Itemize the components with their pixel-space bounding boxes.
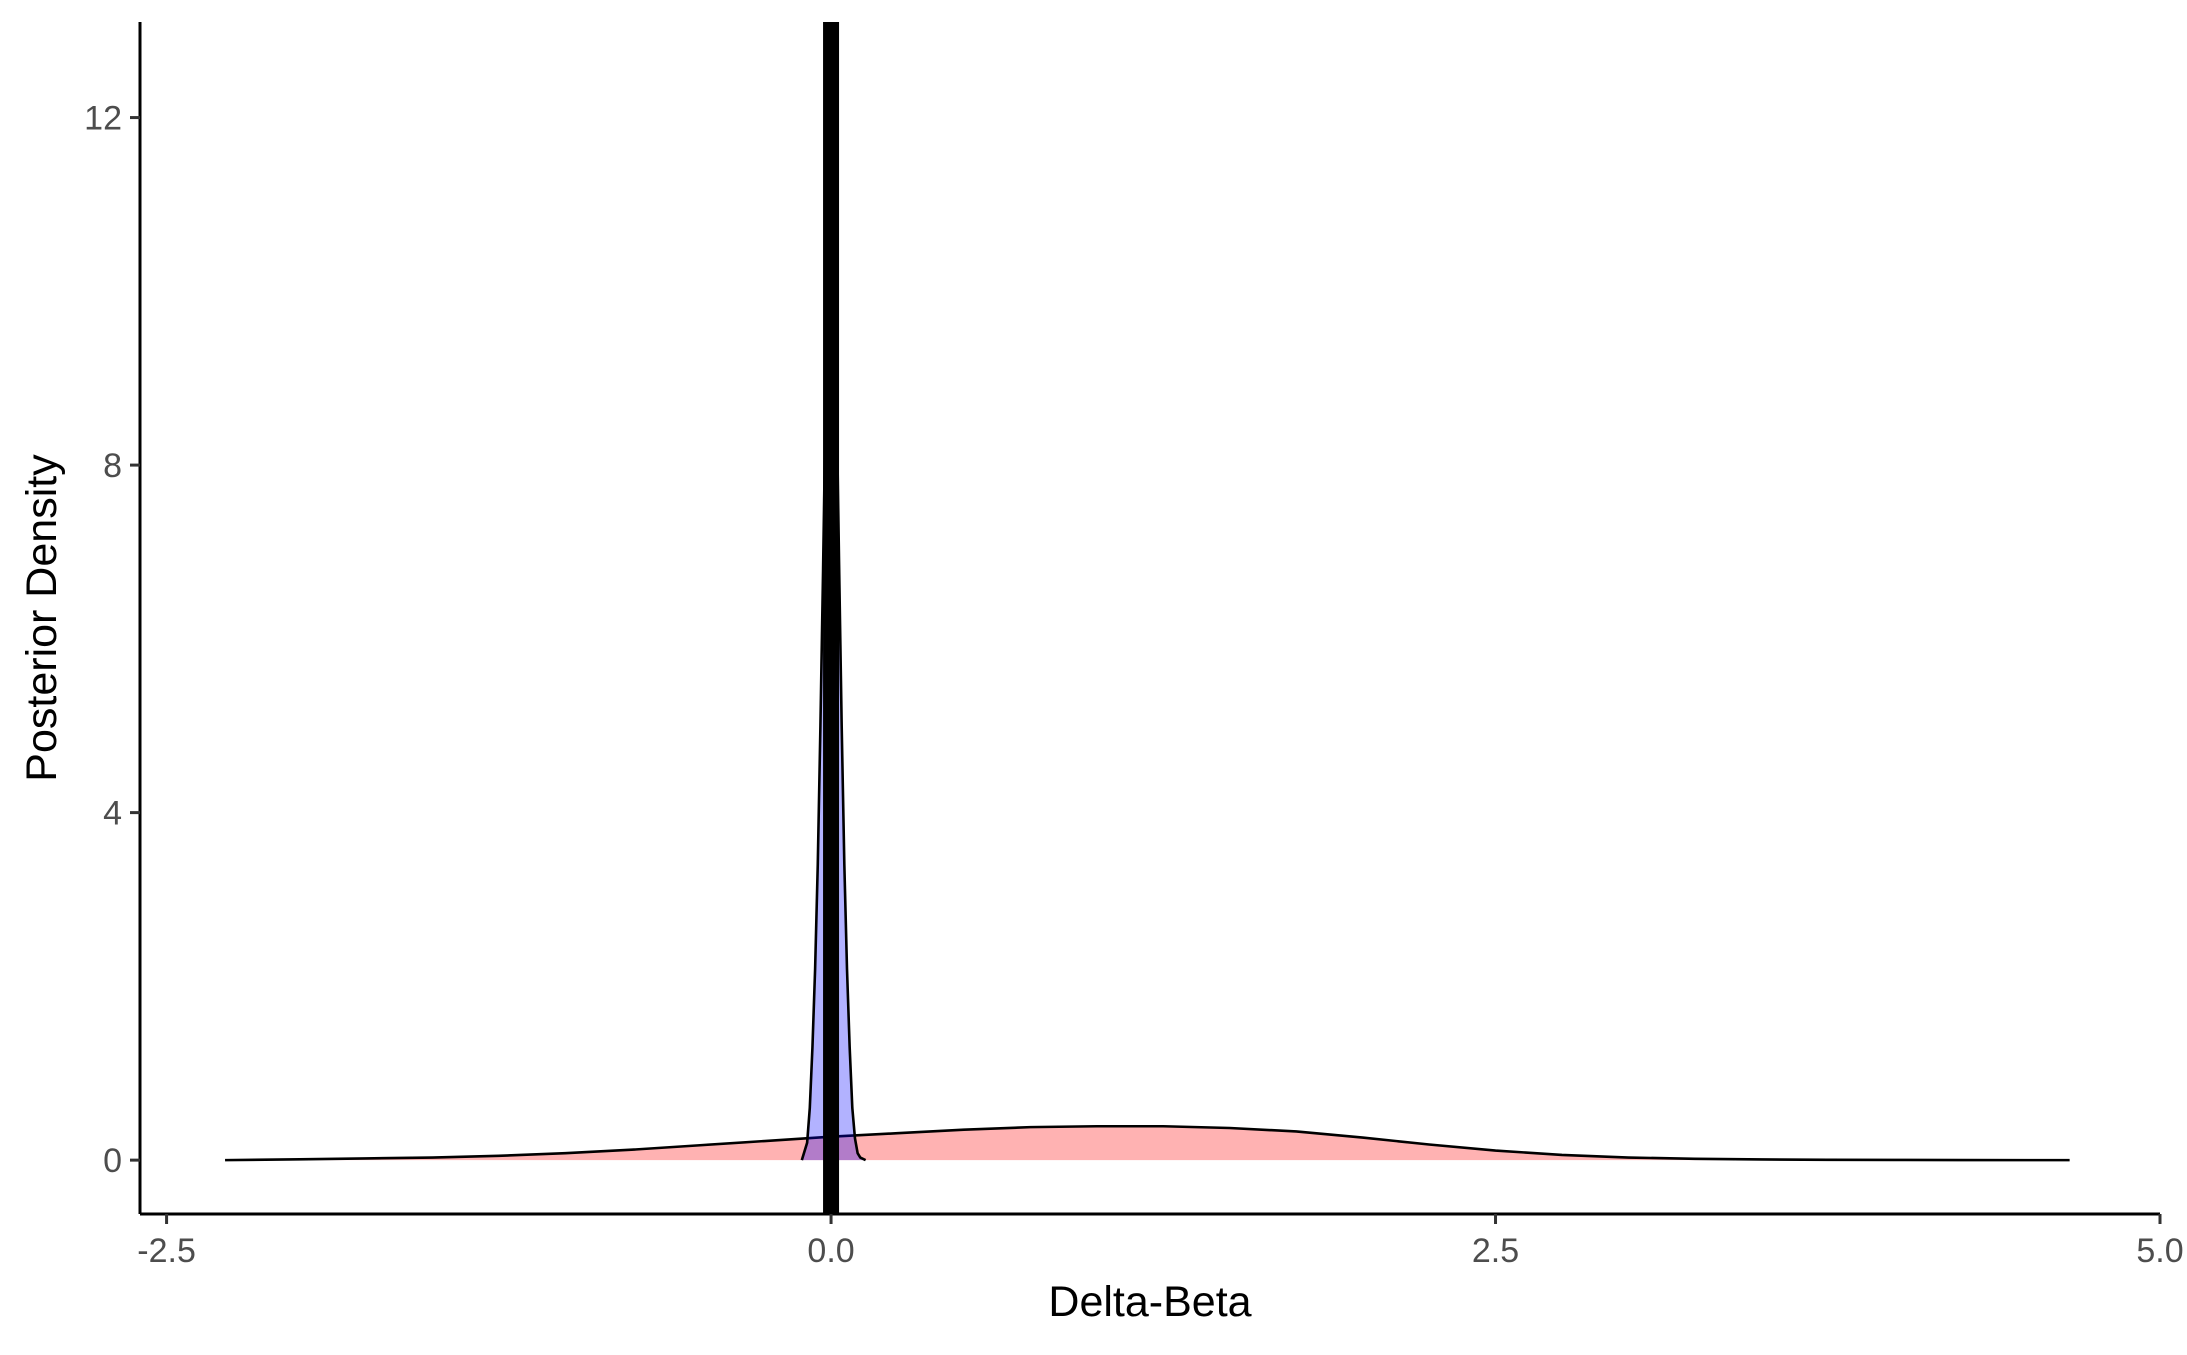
x-tick-label: 5.0 — [2136, 1232, 2183, 1270]
plot-area — [225, 22, 2070, 1214]
density-outline-1 — [225, 1124, 2070, 1162]
axes — [138, 22, 2160, 1216]
y-tick-label: 12 — [84, 100, 122, 138]
x-axis-title: Delta-Beta — [1048, 1278, 1251, 1326]
x-tick-label: -2.5 — [137, 1232, 196, 1270]
y-tick-label: 4 — [103, 795, 122, 833]
y-axis-title: Posterior Density — [18, 454, 66, 782]
density-area-1 — [225, 1126, 2070, 1161]
x-tick-label: 0.0 — [807, 1232, 854, 1270]
y-tick-label: 8 — [103, 447, 122, 485]
y-tick-label: 0 — [103, 1142, 122, 1180]
ticks: -2.5 0.0 2.5 5.0 0 4 8 12 — [84, 100, 2183, 1270]
x-tick-label: 2.5 — [1472, 1232, 1519, 1270]
